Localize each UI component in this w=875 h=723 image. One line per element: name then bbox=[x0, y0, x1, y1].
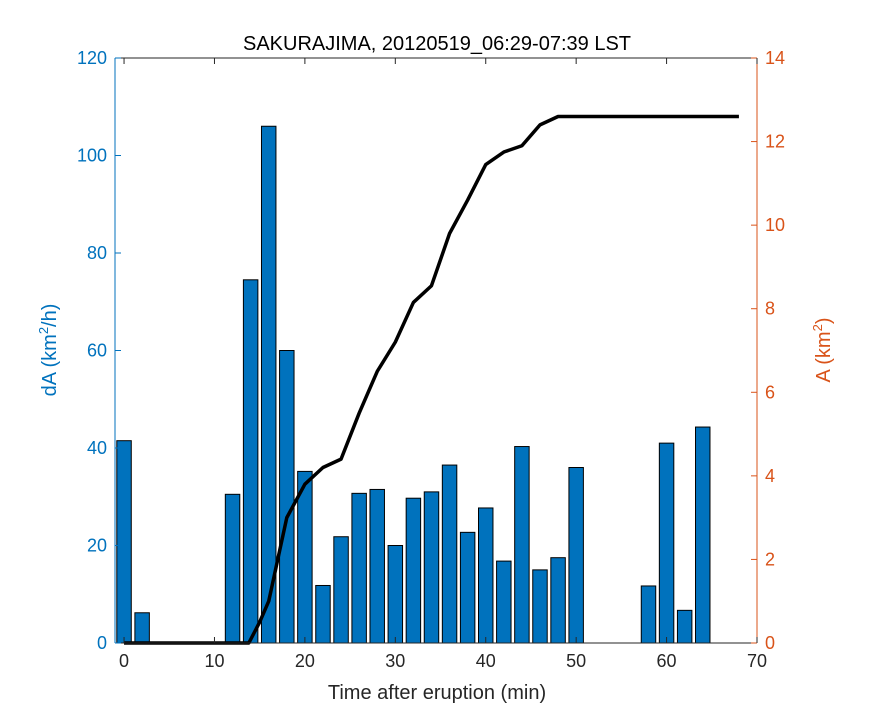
x-tick-label-7: 70 bbox=[747, 651, 767, 671]
bars-layer bbox=[116, 125, 711, 644]
bar-1 bbox=[134, 612, 150, 644]
x-tick-label-4: 40 bbox=[476, 651, 496, 671]
y-left-tick-label-6: 120 bbox=[77, 48, 107, 68]
bar-2 bbox=[224, 493, 241, 644]
y-right-tick-label-5: 10 bbox=[765, 215, 785, 235]
y-right-tick-label-4: 8 bbox=[765, 299, 775, 319]
y-right-tick-label-1: 2 bbox=[765, 549, 775, 569]
bar-9 bbox=[351, 492, 367, 644]
y-axis-label-right-sup: 2 bbox=[810, 324, 825, 331]
y-right-tick-label-6: 12 bbox=[765, 132, 785, 152]
y-right-tick-label-7: 14 bbox=[765, 48, 785, 68]
y-left-tick-label-4: 80 bbox=[87, 243, 107, 263]
y-left-tick-label-1: 20 bbox=[87, 536, 107, 556]
bar-17 bbox=[496, 560, 512, 644]
x-tick-label-3: 30 bbox=[385, 651, 405, 671]
bar-18 bbox=[514, 446, 530, 644]
y-axis-label-left-sup: 2 bbox=[36, 327, 51, 334]
bar-8 bbox=[333, 536, 349, 644]
y-left-tick-label-2: 40 bbox=[87, 438, 107, 458]
x-axis-label: Time after eruption (min) bbox=[328, 682, 546, 704]
chart-title: SAKURAJIMA, 20120519_06:29-07:39 LST bbox=[243, 33, 631, 55]
bar-16 bbox=[478, 507, 494, 644]
y-right-tick-label-0: 0 bbox=[765, 633, 775, 653]
bar-3 bbox=[242, 279, 259, 644]
bar-22 bbox=[640, 585, 657, 644]
y-axis-label-left-suffix: /h) bbox=[39, 304, 61, 327]
bar-19 bbox=[532, 569, 548, 644]
bar-11 bbox=[387, 545, 404, 644]
bar-10 bbox=[369, 488, 385, 644]
y-axis-label-right: A (km2) bbox=[810, 317, 835, 382]
bar-23 bbox=[658, 442, 675, 644]
y-axis-label-right-prefix: A (km bbox=[813, 331, 835, 382]
bar-21 bbox=[568, 467, 584, 644]
bar-14 bbox=[441, 464, 458, 644]
x-tick-label-0: 0 bbox=[119, 651, 129, 671]
ticks-layer: 0 20 40 60 80 100 120 0 2 4 6 8 10 12 14 0 10 20 30 40 50 60 7… bbox=[77, 48, 785, 671]
bar-12 bbox=[405, 497, 422, 644]
bar-15 bbox=[459, 531, 476, 644]
x-tick-label-6: 60 bbox=[657, 651, 677, 671]
bar-24 bbox=[676, 609, 693, 644]
y-right-tick-label-3: 6 bbox=[765, 382, 775, 402]
y-axis-label-left: dA (km2/h) bbox=[36, 304, 61, 397]
y-axis-label-left-prefix: dA (km bbox=[39, 334, 61, 396]
y-left-tick-label-3: 60 bbox=[87, 341, 107, 361]
x-tick-label-5: 50 bbox=[566, 651, 586, 671]
x-tick-label-2: 20 bbox=[295, 651, 315, 671]
bar-25 bbox=[695, 426, 711, 644]
y-left-tick-label-0: 0 bbox=[97, 633, 107, 653]
y-axis-label-right-suffix: ) bbox=[813, 317, 835, 324]
y-left-tick-label-5: 100 bbox=[77, 146, 107, 166]
bar-20 bbox=[550, 557, 566, 644]
bar-7 bbox=[315, 584, 331, 644]
bar-5 bbox=[279, 350, 295, 644]
bar-4 bbox=[260, 125, 277, 644]
x-tick-label-1: 10 bbox=[204, 651, 224, 671]
bar-0 bbox=[116, 440, 132, 644]
y-right-tick-label-2: 4 bbox=[765, 466, 775, 486]
bar-13 bbox=[423, 491, 440, 644]
